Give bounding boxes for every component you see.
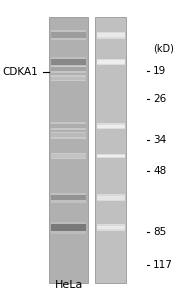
Text: HeLa: HeLa bbox=[54, 280, 83, 290]
Bar bbox=[51, 56, 86, 67]
Bar bbox=[97, 196, 125, 200]
Text: 34: 34 bbox=[153, 134, 166, 145]
Bar bbox=[51, 68, 86, 71]
Bar bbox=[51, 66, 86, 73]
Bar bbox=[51, 59, 86, 65]
Bar bbox=[97, 224, 125, 231]
Text: 85: 85 bbox=[153, 227, 166, 237]
Bar bbox=[95, 17, 127, 283]
Bar bbox=[51, 222, 86, 234]
Text: 26: 26 bbox=[153, 94, 166, 104]
Bar bbox=[97, 226, 125, 230]
Bar bbox=[51, 154, 86, 158]
Bar bbox=[51, 124, 86, 128]
Bar bbox=[51, 32, 86, 38]
Bar bbox=[97, 124, 125, 128]
Bar bbox=[51, 30, 86, 40]
Text: CDKA1: CDKA1 bbox=[3, 67, 38, 77]
Bar bbox=[51, 122, 86, 130]
Bar bbox=[51, 193, 86, 202]
Text: 19: 19 bbox=[153, 66, 166, 76]
Bar bbox=[51, 195, 86, 200]
Bar bbox=[51, 153, 86, 159]
Bar bbox=[97, 123, 125, 129]
Bar bbox=[97, 59, 125, 65]
Bar bbox=[97, 33, 125, 37]
Bar bbox=[97, 194, 125, 201]
Bar bbox=[51, 133, 86, 137]
Bar bbox=[97, 154, 125, 157]
Text: 117: 117 bbox=[153, 260, 173, 270]
Bar bbox=[97, 154, 125, 158]
Bar bbox=[51, 77, 86, 80]
Bar bbox=[51, 132, 86, 139]
Bar bbox=[97, 60, 125, 64]
Text: 48: 48 bbox=[153, 166, 166, 176]
Bar bbox=[51, 75, 86, 81]
Text: (kD): (kD) bbox=[153, 44, 174, 53]
Bar bbox=[97, 32, 125, 38]
Bar bbox=[51, 224, 86, 231]
Bar bbox=[49, 17, 88, 283]
